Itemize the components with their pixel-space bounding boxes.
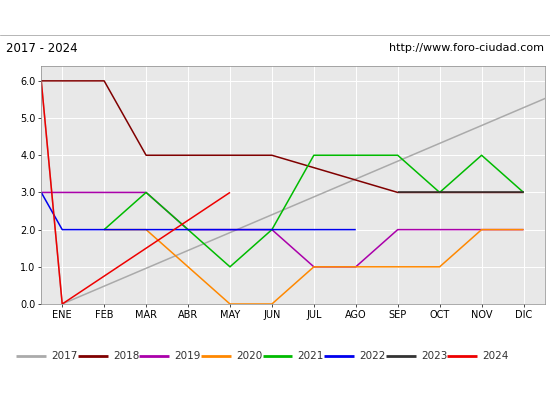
Text: 2017: 2017: [51, 351, 78, 361]
Text: 2024: 2024: [482, 351, 509, 361]
Text: 2018: 2018: [113, 351, 139, 361]
Text: http://www.foro-ciudad.com: http://www.foro-ciudad.com: [389, 43, 544, 53]
Text: 2017 - 2024: 2017 - 2024: [6, 42, 77, 55]
Text: 2020: 2020: [236, 351, 262, 361]
Text: 2023: 2023: [421, 351, 447, 361]
Text: 2019: 2019: [174, 351, 201, 361]
Text: Evolucion del paro registrado en Fuente Encalada: Evolucion del paro registrado en Fuente …: [69, 10, 481, 24]
Text: 2022: 2022: [359, 351, 386, 361]
Text: 2021: 2021: [298, 351, 324, 361]
